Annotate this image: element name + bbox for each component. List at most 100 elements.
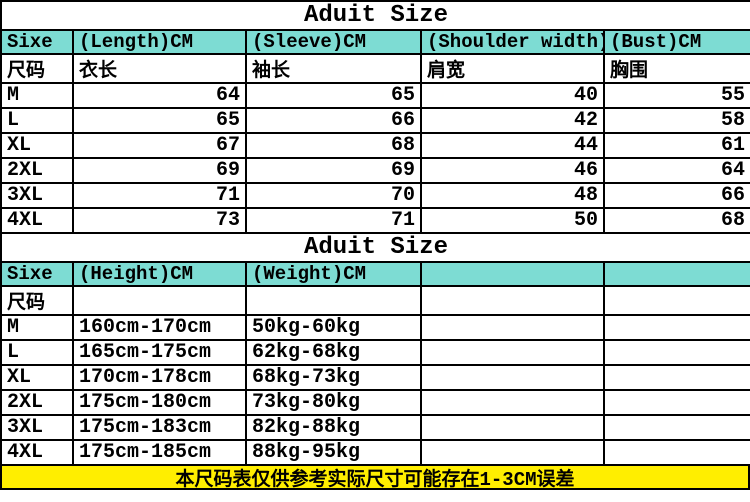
table2-subheader-empty	[420, 285, 605, 316]
table1-header-row: Sixe (Length)CM (Sleeve)CM (Shoulder wid…	[0, 29, 750, 55]
sleeve-value: 71	[245, 207, 422, 234]
size-label: L	[0, 107, 74, 134]
empty-cell	[420, 439, 605, 466]
length-value: 69	[72, 157, 247, 184]
length-value: 73	[72, 207, 247, 234]
empty-cell	[420, 339, 605, 366]
empty-cell	[420, 364, 605, 391]
size-label: M	[0, 314, 74, 341]
table2-header-row: Sixe (Height)CM (Weight)CM	[0, 261, 750, 287]
empty-cell	[420, 414, 605, 441]
table-row: 3XL 71 70 48 66	[0, 182, 750, 209]
shoulder-value: 40	[420, 82, 605, 109]
table-row: M 64 65 40 55	[0, 82, 750, 109]
empty-cell	[602, 364, 750, 391]
empty-cell	[420, 314, 605, 341]
sleeve-value: 68	[245, 132, 422, 159]
size-label: XL	[0, 132, 74, 159]
table1-header-length: (Length)CM	[72, 29, 247, 55]
table2-header-empty	[420, 261, 605, 287]
height-range: 175cm-180cm	[72, 389, 247, 416]
height-range: 175cm-183cm	[72, 414, 247, 441]
size-label: 4XL	[0, 439, 74, 466]
height-range: 165cm-175cm	[72, 339, 247, 366]
length-value: 64	[72, 82, 247, 109]
weight-range: 88kg-95kg	[245, 439, 422, 466]
table1-subheader-length: 衣长	[72, 53, 247, 84]
table1-subheader-size: 尺码	[0, 53, 74, 84]
weight-range: 50kg-60kg	[245, 314, 422, 341]
table1-header-shoulder: (Shoulder width)	[420, 29, 605, 55]
disclaimer-banner: 本尺码表仅供参考实际尺寸可能存在1-3CM误差	[0, 464, 750, 491]
table-row: 2XL 175cm-180cm 73kg-80kg	[0, 389, 750, 416]
table2-subheader-empty	[245, 285, 422, 316]
table1-title: Aduit Size	[0, 0, 750, 31]
table-row: XL 67 68 44 61	[0, 132, 750, 159]
length-value: 65	[72, 107, 247, 134]
shoulder-value: 42	[420, 107, 605, 134]
size-label: M	[0, 82, 74, 109]
length-value: 67	[72, 132, 247, 159]
bust-value: 61	[602, 132, 750, 159]
size-label: L	[0, 339, 74, 366]
adult-size-table-garment: Aduit Size Sixe (Length)CM (Sleeve)CM (S…	[0, 0, 750, 234]
weight-range: 73kg-80kg	[245, 389, 422, 416]
empty-cell	[602, 389, 750, 416]
sleeve-value: 70	[245, 182, 422, 209]
table-row: 4XL 73 71 50 68	[0, 207, 750, 234]
table2-header-empty	[602, 261, 750, 287]
table1-header-size: Sixe	[0, 29, 74, 55]
empty-cell	[602, 314, 750, 341]
empty-cell	[602, 439, 750, 466]
size-label: 2XL	[0, 157, 74, 184]
bust-value: 66	[602, 182, 750, 209]
table1-title-row: Aduit Size	[0, 0, 750, 31]
height-range: 175cm-185cm	[72, 439, 247, 466]
table2-subheader-row: 尺码	[0, 285, 750, 316]
sleeve-value: 65	[245, 82, 422, 109]
sleeve-value: 66	[245, 107, 422, 134]
table-row: 2XL 69 69 46 64	[0, 157, 750, 184]
disclaimer-text: 本尺码表仅供参考实际尺寸可能存在1-3CM误差	[175, 468, 575, 491]
table1-subheader-shoulder: 肩宽	[420, 53, 605, 84]
table-row: L 165cm-175cm 62kg-68kg	[0, 339, 750, 366]
table-row: 4XL 175cm-185cm 88kg-95kg	[0, 439, 750, 466]
size-label: 3XL	[0, 414, 74, 441]
table2-title-row: Aduit Size	[0, 232, 750, 263]
weight-range: 62kg-68kg	[245, 339, 422, 366]
table-row: XL 170cm-178cm 68kg-73kg	[0, 364, 750, 391]
weight-range: 82kg-88kg	[245, 414, 422, 441]
table2-subheader-empty	[602, 285, 750, 316]
table2-header-weight: (Weight)CM	[245, 261, 422, 287]
table2-header-size: Sixe	[0, 261, 74, 287]
bust-value: 64	[602, 157, 750, 184]
table1-subheader-sleeve: 袖长	[245, 53, 422, 84]
shoulder-value: 50	[420, 207, 605, 234]
table1-header-bust: (Bust)CM	[602, 29, 750, 55]
size-label: 3XL	[0, 182, 74, 209]
empty-cell	[420, 389, 605, 416]
height-range: 170cm-178cm	[72, 364, 247, 391]
table1-subheader-row: 尺码 衣长 袖长 肩宽 胸围	[0, 53, 750, 84]
length-value: 71	[72, 182, 247, 209]
table2-header-height: (Height)CM	[72, 261, 247, 287]
shoulder-value: 48	[420, 182, 605, 209]
table-row: 3XL 175cm-183cm 82kg-88kg	[0, 414, 750, 441]
table2-title: Aduit Size	[0, 232, 750, 263]
table2-subheader-size: 尺码	[0, 285, 74, 316]
bust-value: 68	[602, 207, 750, 234]
table-row: L 65 66 42 58	[0, 107, 750, 134]
shoulder-value: 46	[420, 157, 605, 184]
height-range: 160cm-170cm	[72, 314, 247, 341]
size-label: 4XL	[0, 207, 74, 234]
table1-subheader-bust: 胸围	[602, 53, 750, 84]
empty-cell	[602, 339, 750, 366]
size-label: XL	[0, 364, 74, 391]
adult-size-table-body: Aduit Size Sixe (Height)CM (Weight)CM 尺码…	[0, 232, 750, 466]
bust-value: 58	[602, 107, 750, 134]
table-row: M 160cm-170cm 50kg-60kg	[0, 314, 750, 341]
sleeve-value: 69	[245, 157, 422, 184]
weight-range: 68kg-73kg	[245, 364, 422, 391]
table2-subheader-empty	[72, 285, 247, 316]
